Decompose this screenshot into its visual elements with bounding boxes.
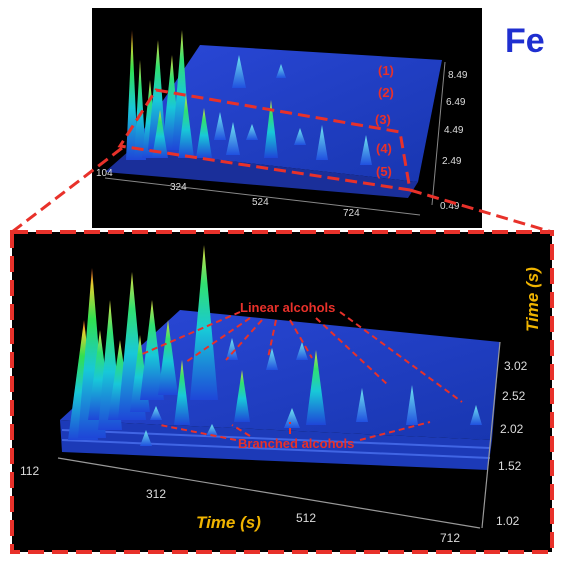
- branched-alcohols-label: Branched alcohols: [238, 436, 354, 451]
- bottom-y-tick: 1.52: [498, 459, 522, 473]
- top-bottom-axis: [104, 177, 421, 216]
- top-right-axis: [431, 61, 446, 206]
- region-label-4: (4): [376, 141, 392, 156]
- bottom-y-tick: 2.52: [502, 389, 526, 403]
- bottom-y-tick: 3.02: [504, 359, 528, 373]
- linear-alcohol-arrows: [139, 311, 463, 403]
- top-panel: (1) (2) (3) (4) (5) 104 324 524 724 8.49…: [92, 8, 482, 228]
- top-x-tick: 324: [170, 182, 187, 193]
- bottom-panel: Linear alcohols Branched alcohols 112 31…: [12, 232, 552, 552]
- top-x-tick: 104: [96, 168, 113, 179]
- top-y-tick: 0.49: [440, 201, 460, 212]
- element-label: Fe: [505, 22, 545, 60]
- zoom-frame: [10, 230, 554, 554]
- top-surface-front-face: [105, 150, 418, 198]
- region-label-3: (3): [375, 112, 391, 127]
- bottom-x-ticks: 112 312 512 712: [20, 464, 460, 545]
- top-x-ticks: 104 324 524 724: [96, 168, 360, 219]
- zoom-connectors: [11, 146, 553, 234]
- top-y-tick: 4.49: [444, 125, 464, 136]
- region-label-1: (1): [378, 63, 394, 78]
- bottom-y-tick: 2.02: [500, 422, 524, 436]
- bottom-x-tick: 712: [440, 531, 460, 545]
- bottom-x-axis: [57, 457, 481, 529]
- bottom-peaks: [68, 245, 482, 446]
- region-labels: (1) (2) (3) (4) (5): [375, 63, 394, 179]
- linear-alcohols-label: Linear alcohols: [240, 300, 335, 315]
- top-y-tick: 8.49: [448, 70, 468, 81]
- top-x-tick: 524: [252, 197, 269, 208]
- bottom-x-tick: 312: [146, 487, 166, 501]
- bottom-x-tick: 112: [20, 464, 39, 478]
- region-label-5: (5): [376, 164, 392, 179]
- bottom-y-axis: [481, 341, 501, 529]
- region-label-2: (2): [378, 85, 394, 100]
- bottom-y-axis-title: Time (s): [523, 267, 542, 332]
- bottom-x-tick: 512: [296, 511, 316, 525]
- top-y-ticks: 8.49 6.49 4.49 2.49 0.49: [440, 70, 468, 212]
- top-y-tick: 2.49: [442, 156, 462, 167]
- bottom-y-tick: 1.02: [496, 514, 520, 528]
- top-peaks: [126, 30, 372, 165]
- top-x-tick: 724: [343, 208, 360, 219]
- bottom-x-axis-title: Time (s): [196, 513, 261, 532]
- branched-alcohol-arrows: [159, 421, 431, 441]
- bottom-surface-front: [60, 420, 492, 470]
- bottom-y-ticks: 3.02 2.52 2.02 1.52 1.02: [496, 359, 528, 528]
- top-y-tick: 6.49: [446, 97, 466, 108]
- bottom-ridges: [61, 429, 491, 459]
